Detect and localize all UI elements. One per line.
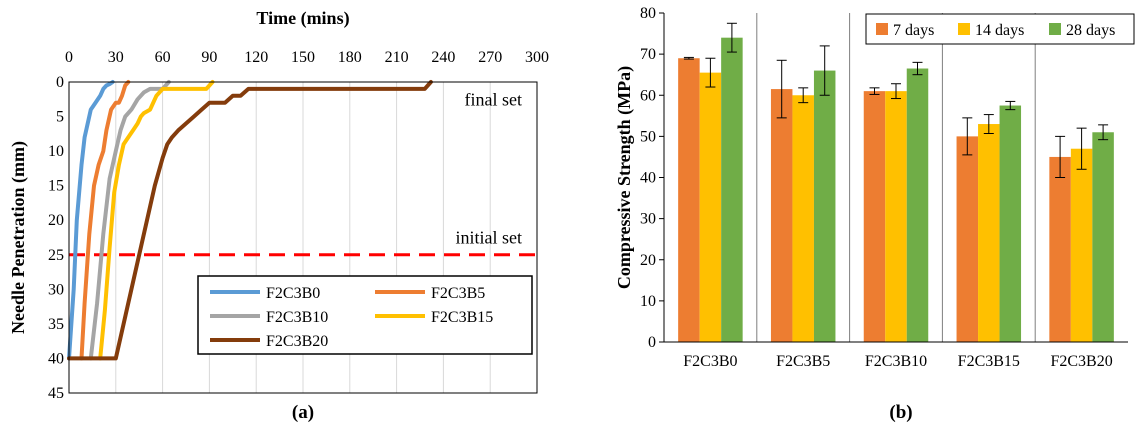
series-line-f2c3b0 — [67, 80, 115, 361]
legend-label: 14 days — [975, 22, 1024, 39]
legend-box — [865, 13, 1135, 45]
y-axis-title: Needle Penetration (mm) — [8, 141, 29, 334]
bar-28-days — [999, 105, 1022, 342]
category-labels: F2C3B0 F2C3B5 F2C3B10 F2C3B15 F2C3B20 — [683, 353, 1112, 370]
category-label: F2C3B20 — [1050, 353, 1112, 370]
x-tick-label: 90 — [201, 49, 217, 66]
bar-7-days — [863, 91, 886, 342]
x-tick-label: 30 — [108, 49, 124, 66]
bar-28-days — [813, 70, 836, 342]
category-label: F2C3B0 — [683, 353, 737, 370]
y-tick-label: 0 — [648, 334, 656, 351]
legend-label: 28 days — [1066, 22, 1115, 39]
bar-28-days — [906, 68, 929, 343]
bar-28-days — [1092, 132, 1114, 342]
y-tick-label: 20 — [48, 212, 64, 229]
legend-label: F2C3B0 — [266, 285, 320, 302]
y-tick-label: 10 — [48, 143, 64, 160]
series-line-f2c3b20 — [67, 80, 433, 361]
x-axis-title: Time (mins) — [256, 8, 349, 29]
setting-time-chart: 0 30 60 90 120 150 180 210 240 270 300 0 5 10 15 20 25 3… — [8, 8, 549, 423]
x-tick-label: 0 — [65, 49, 73, 66]
category-label: F2C3B10 — [865, 353, 927, 370]
x-tick-label: 150 — [291, 49, 315, 66]
legend-label: 7 days — [893, 22, 934, 39]
y-tick-label: 15 — [48, 178, 64, 195]
initial-set-annotation: initial set — [456, 228, 523, 248]
legend-label: F2C3B5 — [431, 285, 485, 302]
y-tick-label: 40 — [48, 350, 64, 367]
y-tick-label: 45 — [48, 385, 64, 402]
y-tick-label: 25 — [48, 247, 64, 264]
x-tick-label: 240 — [431, 49, 455, 66]
legend-swatch-7-days — [876, 23, 888, 35]
legend-label: F2C3B10 — [266, 309, 328, 326]
x-tick-label: 210 — [385, 49, 409, 66]
y-tick-labels: 0 5 10 15 20 25 30 35 40 45 — [48, 74, 64, 402]
x-tick-label: 120 — [244, 49, 268, 66]
bar-7-days — [956, 136, 979, 342]
bar-14-days — [1070, 148, 1093, 342]
bar-14-days — [699, 72, 722, 342]
bar-28-days — [721, 37, 743, 343]
series-line-f2c3b5 — [79, 80, 131, 361]
legend: F2C3B0 F2C3B5 F2C3B10 F2C3B15 F2C3B20 — [197, 275, 533, 355]
bar-7-days — [1049, 156, 1071, 342]
y-axis-title: Compressive Strength (MPa) — [614, 66, 635, 289]
final-set-annotation: final set — [465, 89, 522, 109]
y-tick-label: 35 — [48, 316, 64, 333]
x-tick-label: 270 — [478, 49, 502, 66]
y-tick-label: 30 — [640, 211, 656, 228]
y-tick-label: 20 — [640, 252, 656, 269]
y-tick-label: 30 — [48, 281, 64, 298]
y-tick-label: 80 — [640, 5, 656, 22]
x-tick-labels: 0 30 60 90 120 150 180 210 240 270 300 — [65, 49, 549, 66]
category-label: F2C3B15 — [958, 353, 1020, 370]
y-tick-label: 10 — [640, 293, 656, 310]
panel-label-b: (b) — [889, 402, 912, 423]
y-tick-labels: 0 10 20 30 40 50 60 70 80 — [640, 5, 664, 351]
bar-7-days — [678, 58, 700, 343]
x-tick-label: 180 — [338, 49, 362, 66]
bar-14-days — [885, 91, 907, 342]
y-tick-label: 40 — [640, 170, 656, 187]
y-tick-label: 60 — [640, 87, 656, 104]
y-tick-label: 50 — [640, 128, 656, 145]
x-tick-label: 60 — [155, 49, 171, 66]
y-tick-label: 0 — [56, 74, 64, 91]
legend: 7 days 14 days 28 days — [865, 13, 1135, 45]
panel-label-a: (a) — [292, 402, 314, 423]
vertical-gridlines — [115, 82, 491, 393]
bar-7-days — [770, 89, 793, 342]
plot-area-border — [68, 81, 538, 394]
series-line-f2c3b15 — [98, 80, 215, 361]
x-tick-label: 300 — [525, 49, 549, 66]
category-label: F2C3B5 — [776, 353, 830, 370]
y-tick-label: 70 — [640, 46, 656, 63]
error-bars — [683, 22, 1109, 178]
legend-label: F2C3B20 — [266, 333, 328, 350]
legend-swatch-28-days — [1049, 23, 1061, 35]
bars — [678, 37, 1114, 343]
legend-label: F2C3B15 — [431, 309, 493, 326]
legend-swatch-14-days — [958, 23, 970, 35]
y-tick-label: 5 — [56, 109, 64, 126]
penetration-lines — [67, 80, 433, 361]
bar-14-days — [792, 95, 814, 342]
category-separators — [756, 13, 1036, 342]
bar-14-days — [978, 124, 1000, 342]
